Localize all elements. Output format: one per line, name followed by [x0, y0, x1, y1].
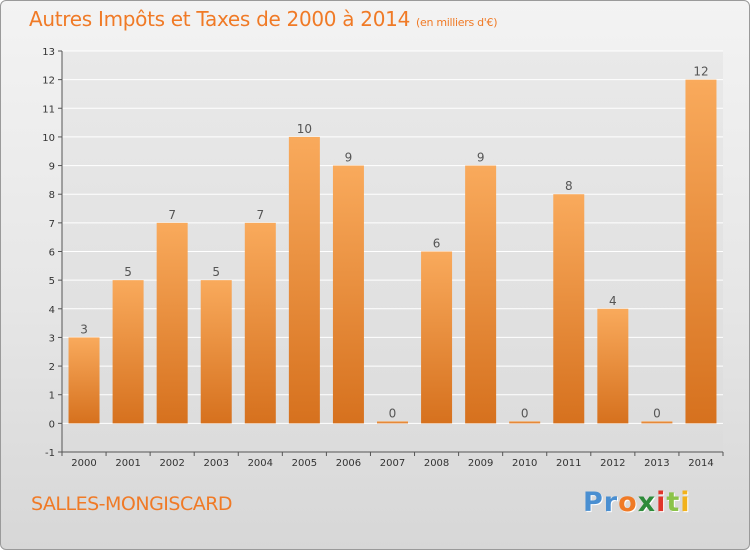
- logo-letter: P: [583, 487, 604, 518]
- x-tick-label: 2011: [556, 458, 581, 469]
- data-label: 7: [256, 208, 264, 222]
- y-tick-label: 4: [49, 305, 55, 316]
- x-tick-label: 2012: [600, 458, 625, 469]
- bar: [200, 280, 232, 424]
- x-tick-label: 2000: [71, 458, 96, 469]
- y-tick-label: 7: [49, 219, 55, 230]
- data-label: 0: [389, 406, 397, 420]
- x-tick-label: 2006: [336, 458, 361, 469]
- y-tick-label: 9: [49, 162, 55, 173]
- data-label: 7: [168, 208, 176, 222]
- data-label: 6: [433, 237, 441, 251]
- bar: [377, 421, 408, 424]
- data-label: 9: [345, 151, 353, 165]
- bar: [465, 165, 497, 424]
- y-tick-label: 11: [42, 104, 55, 115]
- bar: [685, 79, 717, 424]
- data-label: 4: [609, 294, 617, 308]
- data-label: 12: [693, 65, 708, 79]
- logo-letter: t: [666, 487, 681, 518]
- y-tick-label: -1: [45, 448, 55, 459]
- y-tick-label: 13: [42, 47, 55, 58]
- y-tick-label: 0: [49, 419, 55, 430]
- bar: [509, 421, 541, 424]
- y-tick-label: 2: [49, 362, 55, 373]
- logo-letter: i: [656, 487, 667, 518]
- x-tick-label: 2004: [248, 458, 273, 469]
- data-label: 5: [212, 265, 220, 279]
- chart-title: Autres Impôts et Taxes de 2000 à 2014 (en…: [29, 7, 497, 31]
- chart-title-text: Autres Impôts et Taxes de 2000 à 2014: [29, 7, 410, 31]
- proxiti-logo: Proxiti: [583, 487, 691, 518]
- x-tick-label: 2008: [424, 458, 449, 469]
- data-label: 8: [565, 179, 573, 193]
- x-tick-label: 2007: [380, 458, 405, 469]
- y-tick-label: 12: [42, 76, 55, 87]
- y-tick-label: 3: [49, 333, 55, 344]
- logo-letter: r: [603, 487, 619, 518]
- y-tick-label: 1: [49, 391, 55, 402]
- bar: [597, 308, 629, 424]
- x-tick-label: 2013: [644, 458, 669, 469]
- data-label: 5: [124, 265, 132, 279]
- chart-unit: (en milliers d'€): [416, 16, 498, 29]
- y-tick-label: 10: [42, 133, 55, 144]
- logo-letter: x: [637, 487, 657, 518]
- commune-name: SALLES-MONGISCARD: [31, 493, 233, 515]
- data-label: 3: [80, 322, 88, 336]
- bar: [553, 194, 585, 424]
- x-tick-label: 2009: [468, 458, 493, 469]
- bar: [68, 337, 100, 424]
- x-tick-label: 2010: [512, 458, 537, 469]
- x-tick-label: 2005: [292, 458, 317, 469]
- logo-letter: i: [680, 487, 691, 518]
- x-tick-label: 2003: [204, 458, 229, 469]
- data-label: 0: [521, 406, 529, 420]
- data-label: 0: [653, 406, 661, 420]
- y-tick-label: 6: [49, 248, 55, 259]
- x-tick-label: 2001: [115, 458, 140, 469]
- bar: [112, 280, 144, 424]
- x-tick-label: 2014: [688, 458, 713, 469]
- y-tick-label: 5: [49, 276, 55, 287]
- data-label: 9: [477, 151, 485, 165]
- data-label: 10: [297, 122, 312, 136]
- logo-letter: o: [618, 487, 638, 518]
- bar: [641, 421, 673, 424]
- bar: [156, 222, 188, 424]
- bar: [332, 165, 364, 424]
- x-tick-label: 2002: [159, 458, 184, 469]
- bar: [288, 136, 320, 424]
- y-tick-label: 8: [49, 190, 55, 201]
- bar: [244, 222, 276, 424]
- bar: [421, 251, 453, 424]
